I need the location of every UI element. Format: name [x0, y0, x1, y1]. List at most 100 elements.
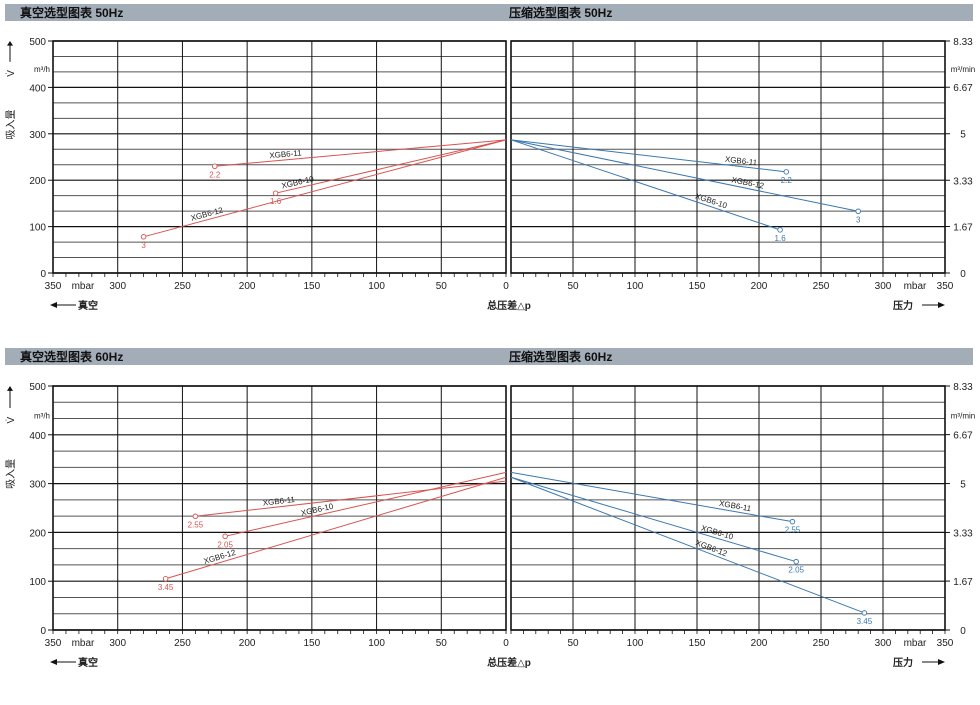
section-title-vacuum: 真空选型图表 50Hz	[20, 5, 123, 20]
y2-tick-label: 0	[960, 269, 966, 280]
x-unit-label: mbar	[72, 281, 95, 292]
series-end-label: 3.45	[158, 583, 174, 592]
x-tick-label: 300	[109, 638, 126, 649]
x-tick-label: 150	[304, 281, 321, 292]
y-unit-label: m³/h	[34, 411, 50, 420]
series-end-marker	[140, 234, 147, 240]
series-end-marker	[192, 513, 199, 520]
series-end-marker	[272, 190, 279, 196]
series-name-label: XGB6-11	[262, 495, 296, 508]
section-header-bar	[5, 4, 973, 21]
x-tick-label: 250	[813, 281, 830, 292]
y2-tick-label: 5	[960, 130, 966, 141]
series-line-xgb6-10	[510, 139, 781, 231]
series-name-label: XGB6-10	[694, 192, 729, 211]
x-tick-label: 200	[239, 281, 256, 292]
y-tick-label: 100	[29, 577, 46, 588]
x-unit-label: mbar	[904, 638, 927, 649]
x-tick-label: 250	[813, 638, 830, 649]
series-end-marker	[789, 518, 796, 525]
series-line-xgb6-11	[195, 480, 507, 517]
series-line-xgb6-10	[510, 476, 797, 563]
series-end-marker	[222, 533, 228, 540]
section-title-compression: 压缩选型图表 50Hz	[509, 5, 612, 20]
plot-frame	[52, 40, 507, 274]
section-title-vacuum: 真空选型图表 60Hz	[20, 349, 123, 364]
arrow-right-icon-head	[938, 302, 945, 308]
arrow-up-icon-head	[7, 386, 13, 391]
series-name-label: XGB6-12	[694, 538, 728, 558]
series-name-label: XGB6-11	[269, 148, 303, 160]
y2-tick-label: 0	[960, 626, 966, 637]
vacuum-label: 真空	[78, 299, 98, 312]
y2-tick-label: 8.33	[953, 37, 973, 48]
x-tick-label: 50	[436, 281, 448, 292]
y-tick-label: 400	[29, 83, 46, 94]
y2-tick-label: 5	[960, 480, 966, 491]
series-end-marker	[212, 163, 218, 170]
y2-tick-label: 6.67	[953, 431, 973, 442]
series-end-marker	[777, 227, 783, 233]
series-end-label: 2.2	[781, 176, 793, 185]
series-line-xgb6-12	[165, 476, 507, 580]
pressure-label: 压力	[893, 299, 913, 312]
y-tick-label: 400	[29, 431, 46, 442]
arrow-left-icon-head	[50, 659, 57, 665]
x-tick-label: 0	[503, 638, 509, 649]
x-tick-label: 50	[567, 638, 579, 649]
y-tick-label: 0	[40, 626, 46, 637]
y-tick-label: 300	[29, 480, 46, 491]
y2-tick-label: 3.33	[953, 528, 973, 539]
y-axis-symbol: V̇	[4, 70, 17, 77]
y2-tick-label: 8.33	[953, 382, 973, 393]
series-line-xgb6-11	[214, 139, 507, 167]
series-name-label: XGB6-10	[700, 524, 735, 542]
x-tick-label: 200	[751, 281, 768, 292]
y2-unit-label: m³/min	[951, 65, 975, 74]
y-unit-label: m³/h	[34, 65, 50, 74]
y2-tick-label: 3.33	[953, 176, 973, 187]
y-tick-label: 200	[29, 176, 46, 187]
series-end-label: 2.55	[188, 520, 204, 529]
series-end-label: 3	[141, 241, 146, 250]
y-tick-label: 500	[29, 37, 46, 48]
series-line-xgb6-12	[143, 139, 507, 238]
pressure-difference-label: 总压差△p	[487, 656, 531, 669]
y2-tick-label: 1.67	[953, 577, 973, 588]
y2-unit-label: m³/min	[951, 411, 975, 420]
y-axis-title: 吸入量	[5, 110, 17, 140]
x-tick-label: 50	[567, 281, 579, 292]
x-tick-label: 100	[627, 638, 644, 649]
series-end-marker	[855, 208, 861, 215]
x-tick-label: 200	[239, 638, 256, 649]
x-tick-label: 200	[751, 638, 768, 649]
x-tick-label: 300	[875, 281, 892, 292]
y-axis-symbol: V̇	[4, 416, 17, 423]
x-tick-label: 350	[45, 281, 62, 292]
y-tick-label: 100	[29, 223, 46, 234]
x-tick-label: 150	[304, 638, 321, 649]
series-line-xgb6-10	[225, 471, 507, 537]
series-line-xgb6-12	[510, 476, 865, 614]
arrow-right-icon-head	[938, 659, 945, 665]
series-end-label: 2.2	[209, 170, 221, 179]
x-tick-label: 100	[627, 281, 644, 292]
y-axis-title: 吸入量	[5, 459, 17, 489]
x-tick-label: 350	[937, 281, 954, 292]
plot-frame	[510, 40, 946, 274]
series-end-label: 3.45	[857, 617, 873, 626]
vacuum-label: 真空	[78, 656, 98, 669]
pressure-label: 压力	[893, 656, 913, 669]
y-tick-label: 0	[40, 269, 46, 280]
series-end-marker	[162, 576, 169, 582]
y-tick-label: 200	[29, 528, 46, 539]
plot-frame	[52, 385, 507, 631]
arrow-up-icon-head	[7, 41, 13, 46]
x-tick-label: 350	[937, 638, 954, 649]
series-end-marker	[783, 169, 790, 175]
series-line-xgb6-11	[510, 139, 787, 173]
x-tick-label: 150	[689, 638, 706, 649]
series-end-marker	[861, 610, 868, 616]
series-end-label: 2.55	[785, 526, 801, 535]
